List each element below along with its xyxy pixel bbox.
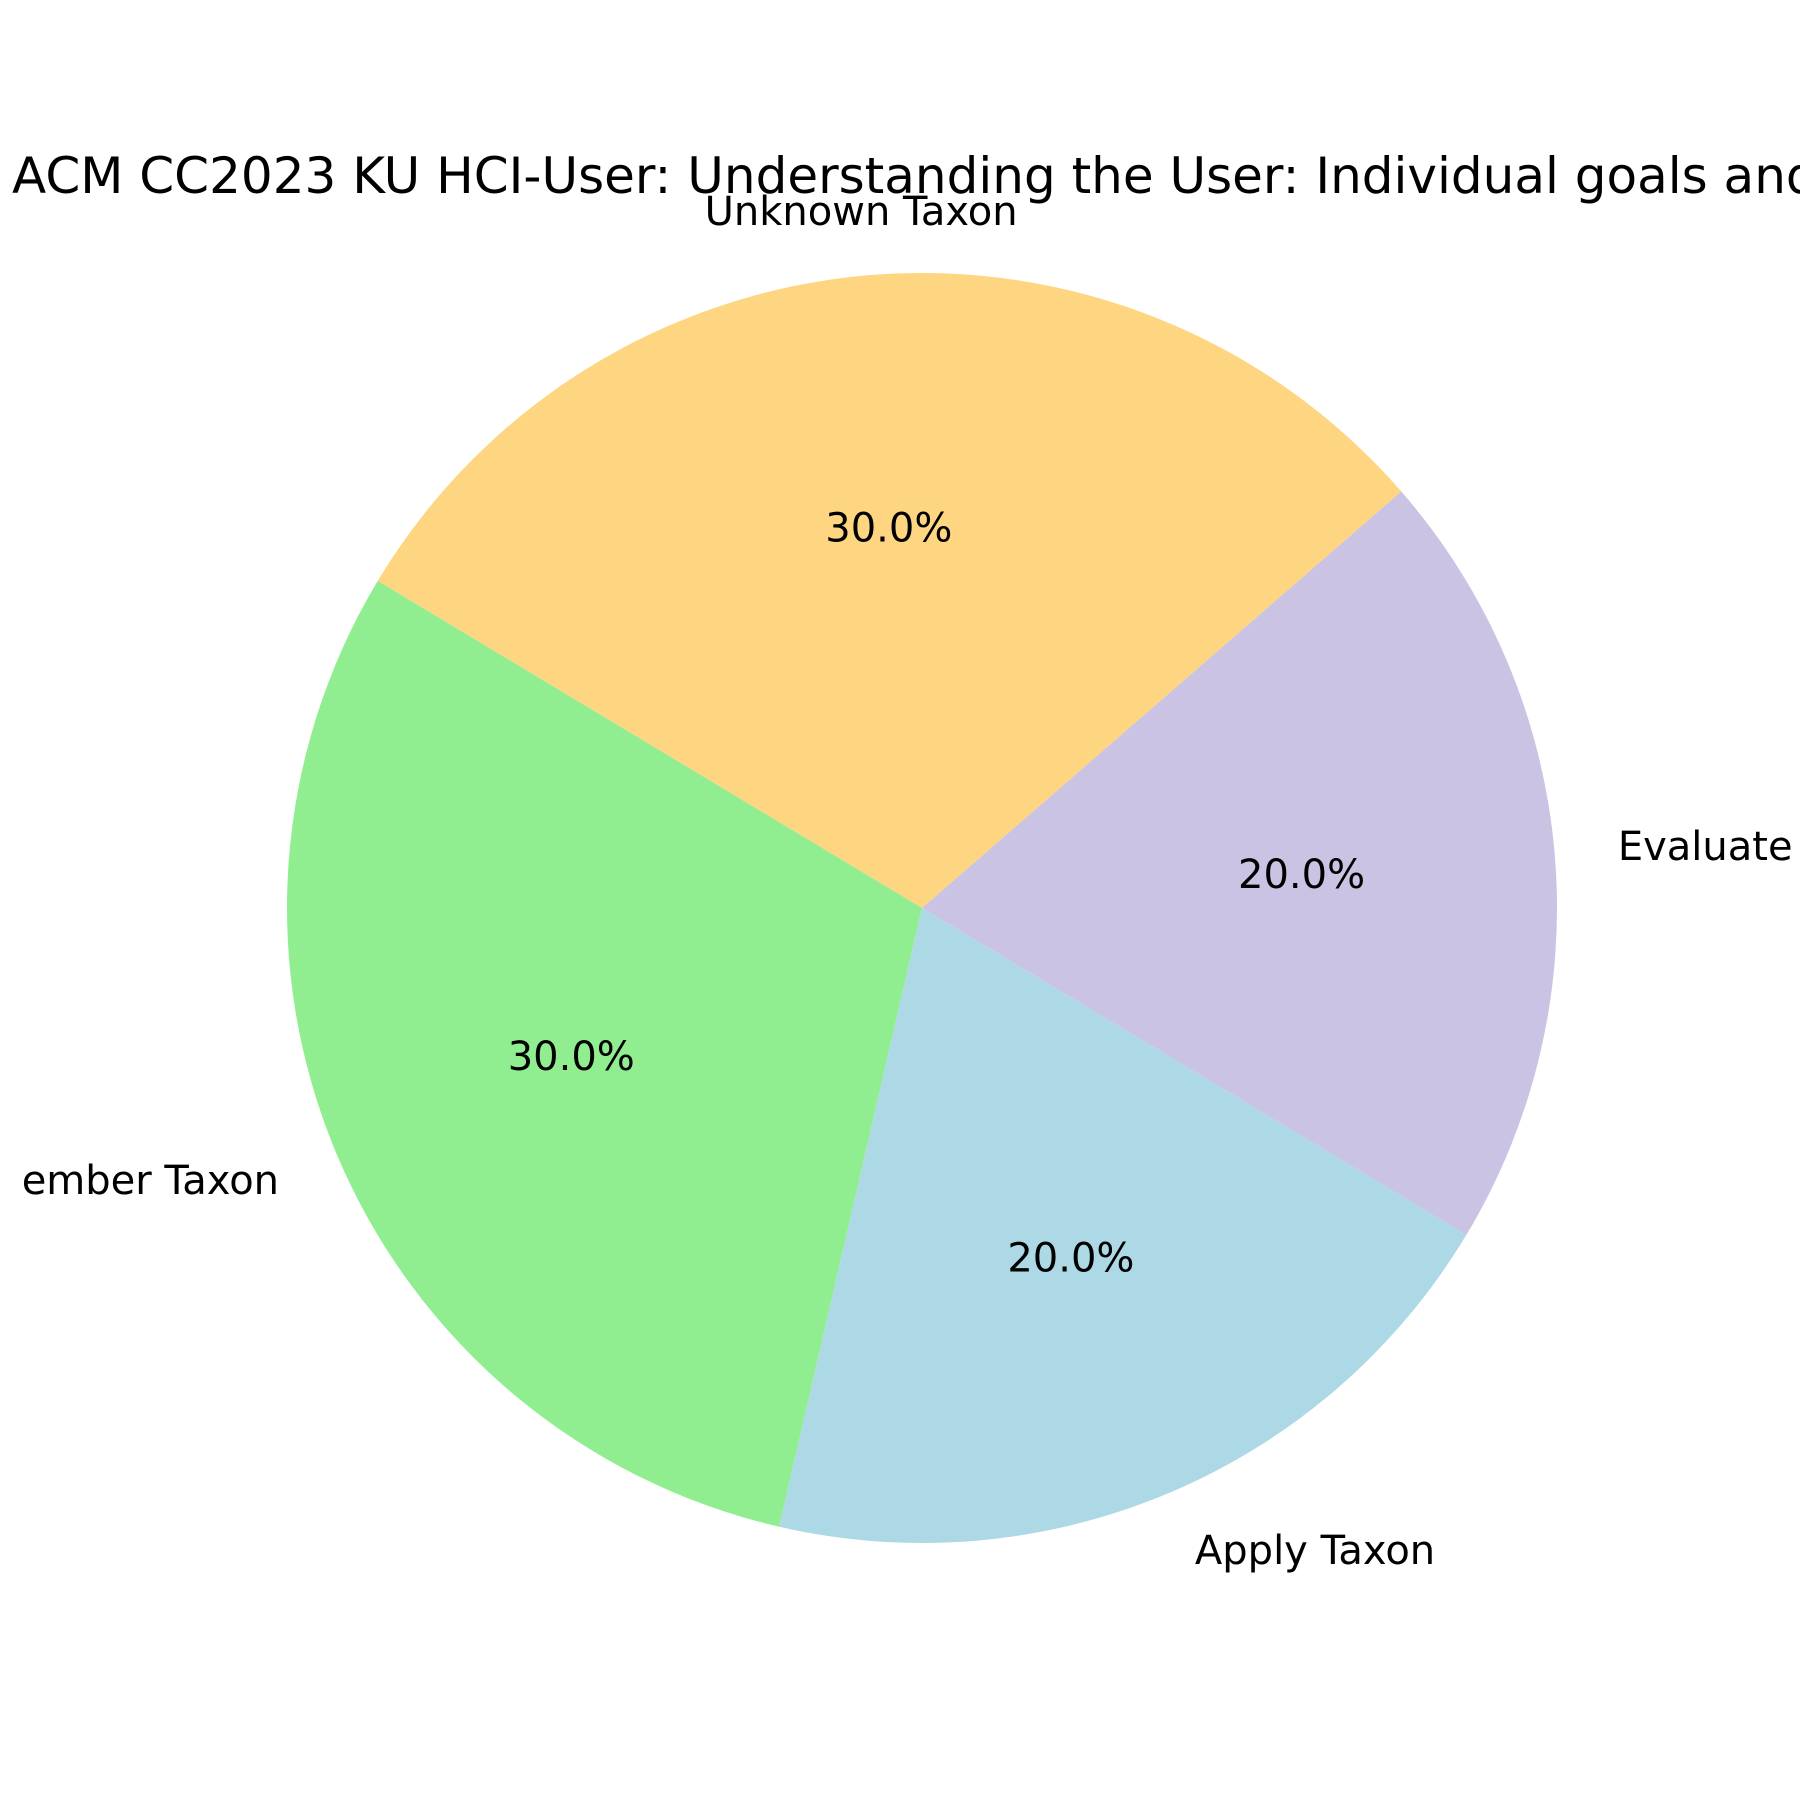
pie-percent-label-3: 20.0% [1007, 1236, 1134, 1282]
pie-slice-label-1: Unknown Taxon [705, 189, 1018, 235]
chart-title: ACM CC2023 KU HCI-User: Understanding th… [12, 147, 1800, 205]
pie-percent-labels: 20.0% 30.0% 30.0% 20.0% [508, 505, 1365, 1281]
pie-slice-labels: Evaluate Unknown Taxon ember Taxon Apply Ta… [22, 189, 1793, 1574]
pie-percent-label-0: 20.0% [1238, 852, 1365, 898]
pie-slice-3 [779, 908, 1467, 1544]
pie-slice-0 [922, 491, 1557, 1236]
pie-slice-label-0: Evaluate [1618, 824, 1793, 870]
pie-percent-label-2: 30.0% [508, 1034, 635, 1080]
pie-slices [287, 272, 1557, 1544]
pie-percent-label-1: 30.0% [825, 505, 952, 551]
pie-slice-2 [287, 580, 922, 1527]
pie-slice-label-2: ember Taxon [22, 1158, 279, 1204]
pie-slice-label-3: Apply Taxon [1195, 1528, 1435, 1574]
pie-slice-1 [377, 272, 1402, 908]
